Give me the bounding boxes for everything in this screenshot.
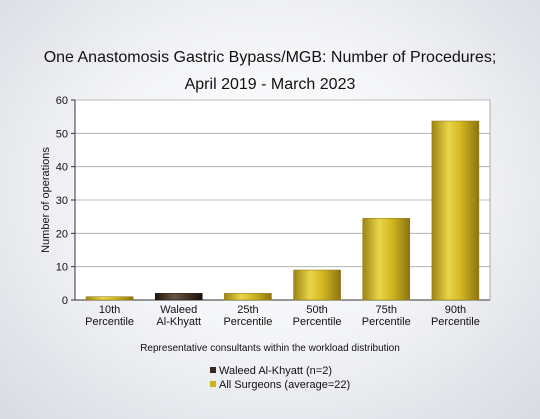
chart-title-line2: April 2019 - March 2023 <box>184 76 356 93</box>
y-tick-label: 30 <box>56 195 68 207</box>
legend-label-all-surgeons: All Surgeons (average=22) <box>219 379 351 391</box>
legend-swatch-waleed <box>210 367 216 373</box>
legend-label-waleed: Waleed Al-Khyatt (n=2) <box>219 365 333 377</box>
y-tick-label: 40 <box>56 162 68 174</box>
y-axis-label: Number of operations <box>40 147 52 253</box>
y-tick-label: 60 <box>56 95 68 107</box>
bar-25th-percentile <box>224 293 272 301</box>
axes <box>71 99 491 301</box>
y-tick-labels: 0 10 20 30 40 50 60 <box>56 95 68 307</box>
y-tick-label: 50 <box>56 128 68 140</box>
gridlines <box>75 99 490 300</box>
bar-75th-percentile <box>362 218 411 301</box>
bar-10th-percentile <box>85 296 134 301</box>
x-axis-label: Representative consultants within the wo… <box>140 343 400 354</box>
x-tick-label: 90th Percentile <box>431 304 480 328</box>
y-tick-label: 10 <box>56 262 68 274</box>
x-tick-label: Waleed Al-Khyatt <box>156 304 201 328</box>
bar-90th-percentile <box>431 120 480 301</box>
legend-swatch-all-surgeons <box>210 381 216 387</box>
x-tick-label: 75th Percentile <box>362 304 411 328</box>
y-tick-label: 0 <box>62 295 68 307</box>
x-tick-label: 25th Percentile <box>223 304 272 328</box>
bar-50th-percentile <box>293 269 341 301</box>
x-tick-labels: 10th Percentile Waleed Al-Khyatt 25th Percent… <box>85 304 480 328</box>
x-tick-label: 10th Percentile <box>85 304 134 328</box>
bars <box>85 120 480 301</box>
legend-item-waleed: Waleed Al-Khyatt (n=2) <box>210 365 332 377</box>
legend-item-all-surgeons: All Surgeons (average=22) <box>210 379 350 391</box>
chart-title-line1: One Anastomosis Gastric Bypass/MGB: Numb… <box>43 49 497 66</box>
y-tick-label: 20 <box>56 228 68 240</box>
bar-waleed-al-khyatt <box>154 293 203 301</box>
x-tick-label: 50th Percentile <box>293 304 342 328</box>
